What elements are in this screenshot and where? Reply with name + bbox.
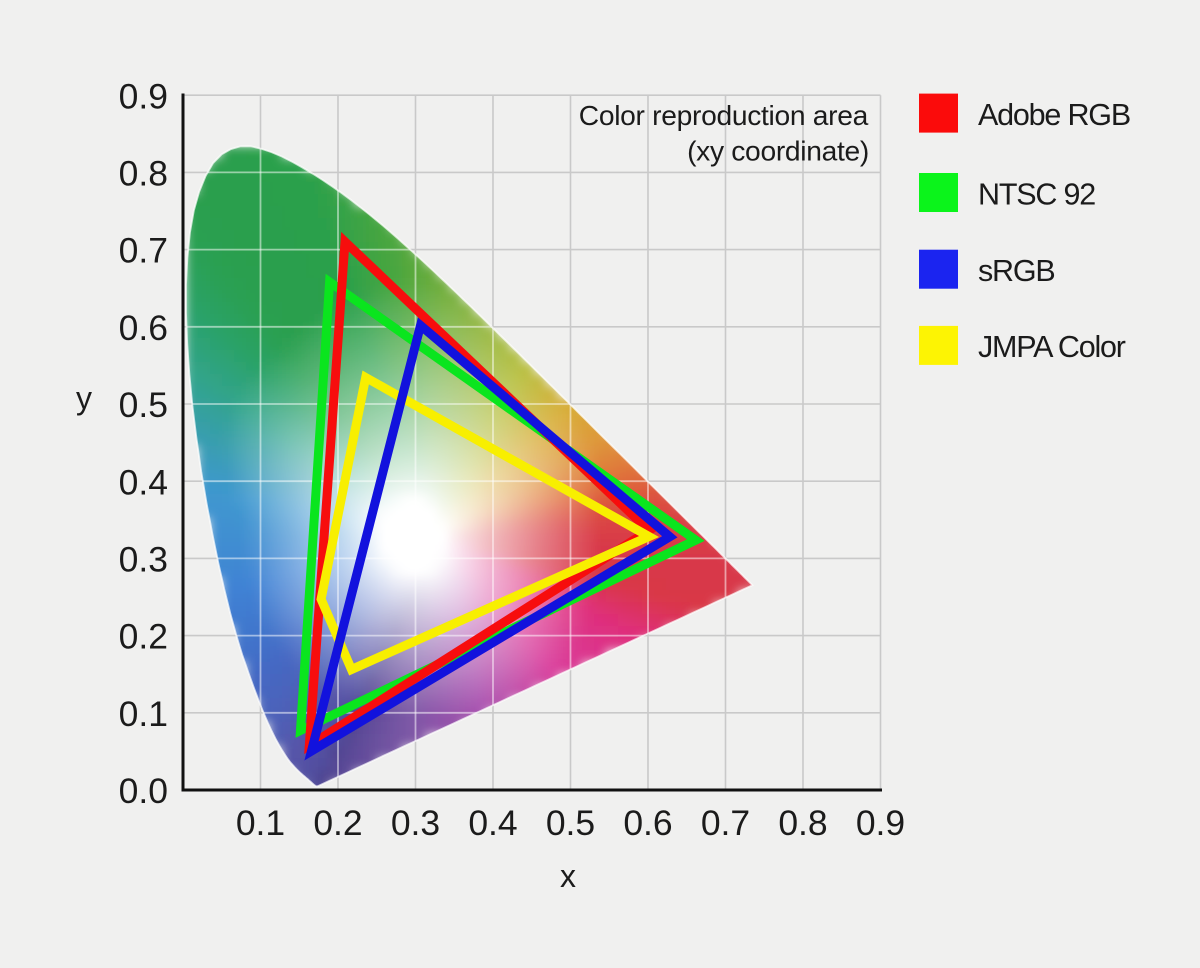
svg-text:0.6: 0.6 (119, 308, 168, 348)
svg-text:0.0: 0.0 (119, 771, 168, 811)
svg-text:y: y (76, 380, 92, 416)
svg-text:0.5: 0.5 (546, 803, 595, 843)
svg-text:0.2: 0.2 (313, 803, 362, 843)
svg-text:(xy coordinate): (xy coordinate) (687, 135, 869, 167)
svg-text:0.2: 0.2 (119, 617, 168, 657)
svg-text:0.1: 0.1 (236, 803, 285, 843)
svg-text:0.6: 0.6 (623, 803, 672, 843)
svg-text:0.3: 0.3 (119, 540, 168, 580)
svg-text:x: x (560, 858, 576, 894)
svg-text:0.4: 0.4 (468, 803, 517, 843)
svg-text:0.8: 0.8 (119, 154, 168, 194)
svg-text:0.1: 0.1 (119, 694, 168, 734)
svg-text:NTSC 92: NTSC 92 (978, 177, 1095, 211)
svg-text:0.5: 0.5 (119, 385, 168, 425)
svg-text:Adobe RGB: Adobe RGB (978, 98, 1130, 132)
svg-text:0.9: 0.9 (856, 803, 905, 843)
svg-text:0.4: 0.4 (119, 462, 168, 502)
svg-text:0.7: 0.7 (119, 231, 168, 271)
svg-text:0.9: 0.9 (119, 76, 168, 116)
svg-text:0.7: 0.7 (701, 803, 750, 843)
svg-text:0.8: 0.8 (778, 803, 827, 843)
svg-text:Color reproduction area: Color reproduction area (579, 99, 869, 131)
svg-text:0.3: 0.3 (391, 803, 440, 843)
svg-text:JMPA Color: JMPA Color (978, 330, 1126, 364)
svg-text:sRGB: sRGB (978, 254, 1055, 288)
